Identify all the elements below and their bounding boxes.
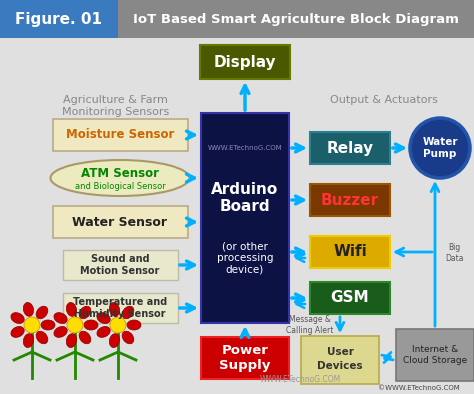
FancyBboxPatch shape <box>310 282 390 314</box>
Ellipse shape <box>122 331 134 344</box>
FancyBboxPatch shape <box>0 0 118 38</box>
Ellipse shape <box>97 327 110 337</box>
Text: IoT Based Smart Agriculture Block Diagram: IoT Based Smart Agriculture Block Diagra… <box>133 13 459 26</box>
Ellipse shape <box>109 303 119 316</box>
Ellipse shape <box>84 320 98 330</box>
FancyBboxPatch shape <box>201 113 289 323</box>
Text: Buzzer: Buzzer <box>321 193 379 208</box>
Text: (or other
processing
device): (or other processing device) <box>217 242 273 275</box>
FancyBboxPatch shape <box>118 0 474 38</box>
Ellipse shape <box>79 306 91 319</box>
Circle shape <box>110 317 126 333</box>
Text: Water
Pump: Water Pump <box>422 137 458 159</box>
FancyBboxPatch shape <box>396 329 474 381</box>
FancyBboxPatch shape <box>310 236 390 268</box>
FancyBboxPatch shape <box>200 45 290 79</box>
Text: Wifi: Wifi <box>333 245 367 260</box>
FancyBboxPatch shape <box>310 184 390 216</box>
FancyBboxPatch shape <box>63 293 178 323</box>
Ellipse shape <box>36 331 48 344</box>
Ellipse shape <box>66 334 77 348</box>
Text: Big
Data: Big Data <box>445 243 464 263</box>
Ellipse shape <box>11 327 24 337</box>
FancyBboxPatch shape <box>310 132 390 164</box>
Ellipse shape <box>41 320 55 330</box>
Text: WWW.ETechnoG.COM: WWW.ETechnoG.COM <box>259 375 341 385</box>
Text: Arduino
Board: Arduino Board <box>211 182 279 214</box>
Text: Internet &
Cloud Storage: Internet & Cloud Storage <box>403 345 467 365</box>
Ellipse shape <box>51 160 190 196</box>
Ellipse shape <box>109 334 119 348</box>
FancyBboxPatch shape <box>53 119 188 151</box>
Ellipse shape <box>66 303 77 316</box>
Ellipse shape <box>127 320 141 330</box>
Circle shape <box>410 118 470 178</box>
Ellipse shape <box>79 331 91 344</box>
Text: Temperature and
Humidity Sensor: Temperature and Humidity Sensor <box>73 297 167 319</box>
FancyBboxPatch shape <box>63 250 178 280</box>
Text: Moisture Sensor: Moisture Sensor <box>66 128 174 141</box>
Ellipse shape <box>23 334 34 348</box>
Text: ©WWW.ETechnoG.COM: ©WWW.ETechnoG.COM <box>378 385 460 391</box>
Ellipse shape <box>23 303 34 316</box>
Text: ATM Sensor: ATM Sensor <box>81 167 159 180</box>
Text: Message &
Calling Alert: Message & Calling Alert <box>286 315 334 335</box>
Text: Output & Actuators: Output & Actuators <box>330 95 438 105</box>
Text: Display: Display <box>214 54 276 69</box>
Text: WWW.ETechnoG.COM: WWW.ETechnoG.COM <box>208 145 283 151</box>
Text: GSM: GSM <box>331 290 369 305</box>
Text: Figure. 01: Figure. 01 <box>16 11 102 26</box>
Circle shape <box>67 317 83 333</box>
Text: Power
Supply: Power Supply <box>219 344 271 372</box>
Ellipse shape <box>97 312 110 323</box>
Text: User: User <box>327 347 354 357</box>
FancyBboxPatch shape <box>201 337 289 379</box>
Text: Sound and
Motion Sensor: Sound and Motion Sensor <box>80 254 160 276</box>
Text: Water Sensor: Water Sensor <box>73 216 167 229</box>
FancyBboxPatch shape <box>301 336 379 384</box>
Text: Relay: Relay <box>327 141 374 156</box>
Ellipse shape <box>54 312 67 323</box>
Text: Agriculture & Farm
Monitoring Sensors: Agriculture & Farm Monitoring Sensors <box>62 95 169 117</box>
Circle shape <box>24 317 40 333</box>
Ellipse shape <box>54 327 67 337</box>
Ellipse shape <box>122 306 134 319</box>
Ellipse shape <box>36 306 48 319</box>
Text: Devices: Devices <box>317 361 363 371</box>
Ellipse shape <box>11 312 24 323</box>
FancyBboxPatch shape <box>53 206 188 238</box>
Text: and Biological Sensor: and Biological Sensor <box>74 182 165 191</box>
